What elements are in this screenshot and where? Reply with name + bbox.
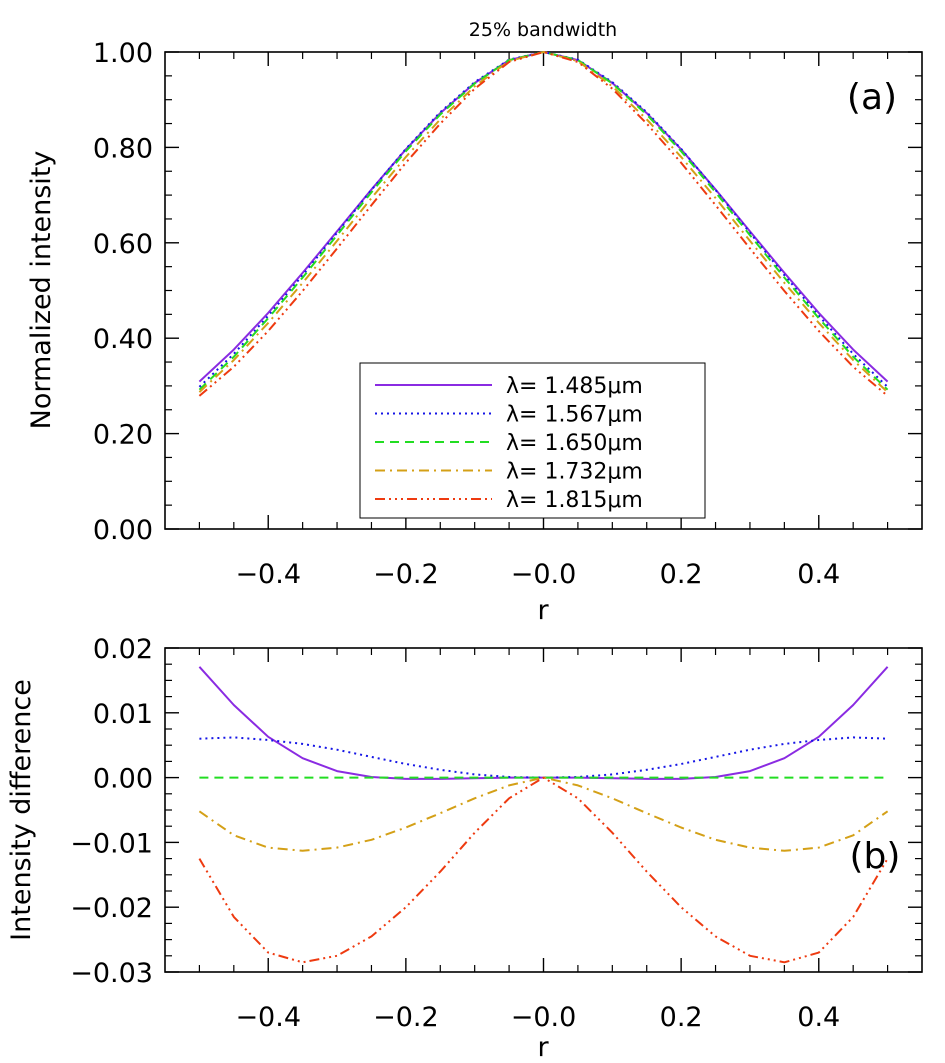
panel-b-series-line-1 — [199, 736, 888, 779]
panel-b-y-tick-label: −0.02 — [70, 893, 153, 924]
panel-a-x-tick-label: 0.4 — [797, 559, 840, 590]
panel-b-label: (b) — [850, 836, 901, 877]
panel-a-y-tick-label: 0.60 — [93, 229, 153, 260]
panel-a-x-tick-label: −0.2 — [373, 559, 439, 590]
legend-label: λ= 1.485μm — [506, 374, 643, 399]
panel-a-label: (a) — [847, 77, 897, 118]
legend-label: λ= 1.567μm — [506, 403, 643, 428]
panel-b-series-line-3 — [198, 776, 889, 852]
panel-a-y-tick-label: 1.00 — [93, 38, 153, 69]
panel-b-y-tick-label: 0.00 — [93, 764, 153, 795]
panel-b-ticks: −0.4 −0.2 −0.0 0.2 0.4 −0.03 −0.02 −0.01 0.00 0.0… — [70, 634, 922, 1033]
panel-b-y-tick-label: 0.01 — [93, 699, 153, 730]
panel-b-y-tick-label: 0.02 — [93, 634, 153, 665]
legend-label: λ= 1.815μm — [506, 488, 643, 513]
panel-b-x-tick-label: 0.4 — [797, 1002, 840, 1033]
panel-a-series-line-2 — [198, 51, 889, 391]
panel-a-y-tick-label: 0.80 — [93, 133, 153, 164]
panel-b-x-tick-label: 0.2 — [660, 1002, 703, 1033]
panel-b-x-axis-title: r — [537, 1032, 549, 1063]
panel-a-y-tick-label: 0.20 — [93, 420, 153, 451]
panel-a-series-line-4 — [198, 51, 889, 397]
chart-title: 25% bandwidth — [469, 19, 617, 41]
panel-a-ticks: −0.4 −0.2 −0.0 0.2 0.4 0.00 0.20 0.40 0.60 0.80 1.… — [93, 38, 922, 590]
panel-a-y-tick-label: 0.40 — [93, 324, 153, 355]
panel-a-y-axis-title: Normalized intensity — [26, 151, 57, 430]
legend-label: λ= 1.650μm — [506, 431, 643, 456]
panel-b-y-tick-label: −0.01 — [70, 828, 153, 859]
panel-a-plot: 25% bandwidth −0.4 −0.2 −0.0 0.2 0.4 0.00 0.20… — [26, 19, 923, 626]
panel-b-y-axis-title: Intensity difference — [6, 679, 37, 941]
legend-box — [359, 362, 706, 519]
panel-a-series — [198, 51, 889, 397]
panel-a-x-tick-label: −0.4 — [235, 559, 301, 590]
panel-b-y-tick-label: −0.03 — [70, 958, 153, 989]
panel-a-x-axis-title: r — [537, 595, 549, 626]
panel-b-x-tick-label: −0.4 — [235, 1002, 301, 1033]
panel-a-series-line-0 — [198, 51, 889, 383]
panel-b-series-line-4 — [198, 776, 889, 964]
panel-b-plot: −0.4 −0.2 −0.0 0.2 0.4 −0.03 −0.02 −0.01 0.00 0.0… — [6, 634, 923, 1063]
panel-a-y-tick-label: 0.00 — [93, 515, 153, 546]
panel-a-series-line-3 — [198, 51, 889, 393]
panel-b-x-tick-label: −0.0 — [511, 1002, 577, 1033]
panel-b-axes-frame — [164, 647, 923, 973]
panel-a-x-tick-label: −0.0 — [511, 559, 577, 590]
panel-a-series-line-1 — [198, 51, 889, 388]
panel-b-series-line-0 — [198, 666, 889, 780]
legend-label: λ= 1.732μm — [506, 460, 643, 485]
legend: λ= 1.485μm λ= 1.567μm λ= 1.650μm λ= 1.732μm… — [359, 362, 706, 519]
panel-b-series — [198, 666, 889, 964]
panel-a-x-tick-label: 0.2 — [660, 559, 703, 590]
panel-b-x-tick-label: −0.2 — [373, 1002, 439, 1033]
